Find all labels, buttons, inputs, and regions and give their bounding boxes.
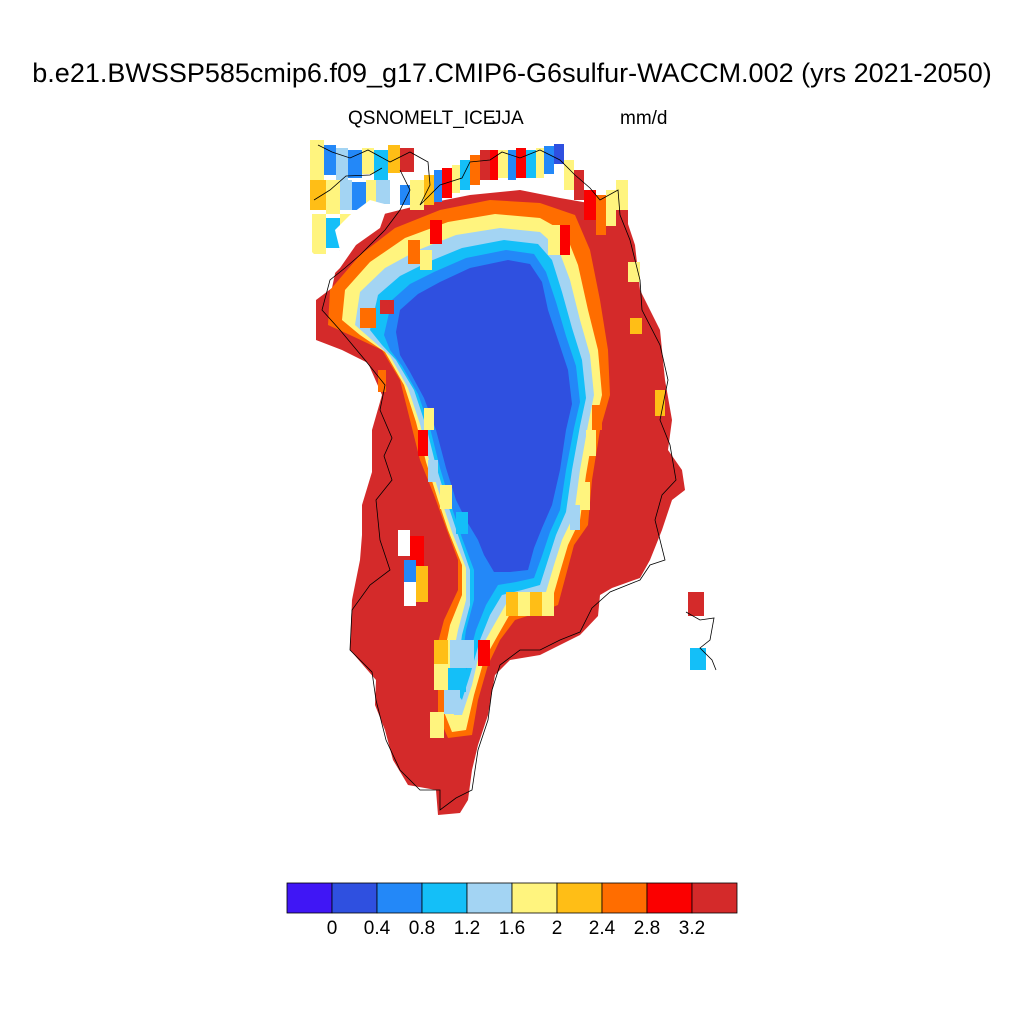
colorbar-tick-6: 2.4: [588, 918, 616, 939]
coastline: [313, 144, 717, 811]
colorbar-tick-3: 1.2: [453, 918, 481, 939]
colorbar-tick-4: 1.6: [498, 918, 526, 939]
colorbar-swatch: [601, 882, 648, 914]
colorbar-tick-8: 3.2: [678, 918, 706, 939]
colorbar-tick-7: 2.8: [633, 918, 661, 939]
colorbar-tick-1: 0.4: [363, 918, 391, 939]
greenland-snowmelt-map: [300, 135, 717, 815]
colorbar-swatch: [646, 882, 693, 914]
colorbar-tick-2: 0.8: [408, 918, 436, 939]
variable-label: QSNOMELT_ICE: [348, 108, 496, 129]
colorbar-tick-0: 0: [326, 918, 338, 939]
colorbar: [286, 882, 738, 919]
interior-low-melt-region: [396, 260, 572, 572]
nw-gap: [300, 135, 388, 290]
units-label: mm/d: [620, 108, 668, 129]
colorbar-swatch: [466, 882, 513, 914]
east-island-cyan-cell: [690, 648, 706, 670]
north-coast-cells: [310, 140, 665, 416]
colorbar-swatch: [421, 882, 468, 914]
colorbar-swatches: [286, 882, 738, 914]
colorbar-swatch: [331, 882, 378, 914]
ring-texture-cells: [360, 220, 602, 738]
plot-title: b.e21.BWSSP585cmip6.f09_g17.CMIP6-G6sulf…: [32, 58, 992, 88]
colorbar-tick-5: 2: [551, 918, 563, 939]
colorbar-swatch: [556, 882, 603, 914]
east-island-red-cell: [688, 592, 704, 616]
colorbar-swatch: [511, 882, 558, 914]
season-label: JJA: [492, 108, 524, 129]
colorbar-swatch: [286, 882, 333, 914]
colorbar-swatch: [691, 882, 738, 914]
colorbar-swatch: [376, 882, 423, 914]
